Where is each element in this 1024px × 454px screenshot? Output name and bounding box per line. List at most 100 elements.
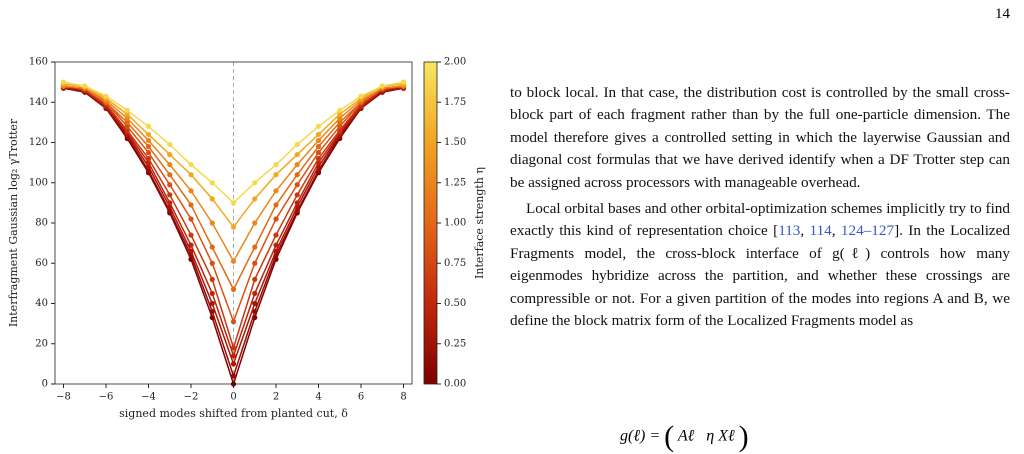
point: [315, 149, 322, 156]
colorbar-tick-label: 1.25: [444, 177, 466, 188]
point: [145, 123, 152, 129]
point: [273, 242, 279, 248]
point: [252, 220, 258, 226]
point: [167, 172, 173, 178]
point: [294, 151, 300, 158]
point: [273, 188, 279, 194]
x-axis-label: signed modes shifted from planted cut, δ: [119, 407, 348, 420]
point: [379, 83, 385, 89]
point: [315, 137, 322, 144]
point: [145, 137, 152, 144]
point: [145, 143, 152, 150]
point: [145, 156, 152, 162]
point: [209, 290, 215, 297]
colorbar-tick-label: 0.50: [444, 298, 466, 309]
y-tick-label: 140: [29, 97, 48, 108]
equation: g(ℓ) = ( Aℓ η Xℓ ): [620, 420, 749, 453]
x-tick-label: −4: [141, 392, 156, 403]
paragraph: to block local. In that case, the distri…: [510, 82, 1010, 194]
point: [188, 216, 194, 222]
point: [294, 162, 300, 168]
colorbar-tick-label: 0.75: [444, 258, 466, 269]
point: [315, 131, 322, 138]
colorbar-tick-label: 1.50: [444, 137, 466, 148]
point: [230, 353, 237, 359]
point: [230, 373, 237, 379]
y-tick-label: 0: [42, 379, 48, 390]
colorbar-tick-label: 0.25: [444, 338, 466, 349]
point: [230, 286, 237, 293]
point: [82, 83, 88, 89]
citation[interactable]: 124–127: [840, 222, 895, 240]
point: [167, 192, 173, 198]
colorbar: [423, 61, 438, 385]
point: [230, 258, 237, 264]
point: [337, 119, 343, 125]
point: [252, 290, 258, 297]
point: [315, 156, 322, 162]
point: [252, 308, 258, 315]
text: ]. In the Localized Fragments model, the…: [510, 222, 1011, 330]
point: [294, 200, 300, 206]
eq-entry: Aℓ: [677, 427, 695, 445]
point: [209, 308, 215, 315]
text: to block local. In that case, the distri…: [510, 84, 1010, 191]
point: [167, 182, 173, 188]
point: [60, 79, 67, 85]
citation[interactable]: 114: [809, 222, 832, 240]
point: [124, 111, 130, 117]
y-tick-label: 20: [35, 338, 48, 349]
point: [209, 244, 215, 250]
point: [273, 232, 279, 238]
point: [188, 172, 194, 178]
point: [145, 149, 152, 156]
point: [294, 182, 300, 188]
point: [315, 143, 322, 150]
point: [230, 361, 237, 367]
y-tick-label: 120: [29, 137, 48, 148]
colorbar-tick-label: 0.00: [444, 379, 466, 390]
point: [337, 123, 343, 129]
point: [188, 202, 194, 208]
x-tick-label: 4: [315, 392, 321, 403]
eq-lhs: g(ℓ) =: [620, 427, 661, 445]
point: [167, 200, 173, 206]
point: [230, 224, 237, 230]
point: [209, 196, 215, 202]
point: [273, 172, 279, 178]
chart: 0 20 40 60 80 100 120 140 160 −8 −6 −4 −2 0 2 4 6 8 signed…: [7, 57, 486, 421]
point: [337, 115, 343, 121]
point: [337, 111, 343, 117]
y-tick-label: 60: [35, 258, 48, 269]
text: ,: [800, 222, 810, 240]
colorbar-tick-label: 2.00: [444, 57, 466, 68]
colorbar-tick-label: 1.00: [444, 218, 466, 229]
body-text: to block local. In that case, the distri…: [510, 82, 1010, 332]
citation[interactable]: 113: [778, 222, 801, 240]
plot-frame: [54, 61, 413, 385]
point: [315, 123, 322, 129]
point: [209, 220, 215, 226]
point: [124, 107, 130, 113]
point: [294, 172, 300, 178]
x-tick-label: −8: [56, 392, 71, 403]
point: [145, 131, 152, 138]
page-number: 14: [995, 6, 1010, 22]
colorbar-label: Interface strength η: [473, 167, 486, 279]
y-tick-label: 40: [35, 298, 48, 309]
point: [230, 200, 237, 206]
y-axis-label: Interfragment Gaussian log₂ γTrotter: [7, 118, 20, 327]
point: [188, 188, 194, 194]
point: [337, 107, 343, 113]
point: [167, 141, 173, 148]
point: [188, 242, 194, 248]
eq-entry: η Xℓ: [706, 427, 735, 445]
point: [252, 276, 258, 282]
point: [358, 93, 364, 99]
point: [252, 180, 258, 186]
x-tick-label: 2: [273, 392, 279, 403]
point: [209, 300, 215, 307]
text: Local orbital bases and other orbital-op…: [510, 200, 1010, 240]
point: [252, 300, 258, 307]
